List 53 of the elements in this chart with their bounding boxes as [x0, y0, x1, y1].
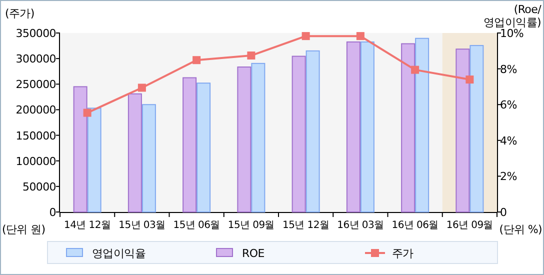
point	[466, 76, 474, 84]
bar	[346, 41, 360, 212]
y-tick-label: 300000	[16, 52, 56, 66]
point	[411, 66, 420, 74]
bar	[73, 86, 88, 212]
legend-label: ROE	[242, 247, 265, 260]
text: (단위 원)	[2, 223, 46, 236]
bar	[196, 82, 211, 212]
y-tick-label: 200000	[16, 104, 56, 117]
bar	[360, 41, 374, 212]
point	[302, 32, 310, 40]
y2-tick-label: 4%	[500, 134, 517, 148]
y-tick-label: 50000	[22, 180, 56, 194]
y2-tick-label: 6%	[500, 98, 517, 112]
point	[83, 108, 92, 117]
y-tick-label: 250000	[16, 78, 56, 92]
point	[356, 32, 364, 40]
y-tick-label: 150000	[16, 129, 56, 142]
x-tick-label: 16년 09월	[446, 220, 493, 231]
y2-tick-label: 2%	[500, 170, 517, 184]
y2-axis-title: (Roe/ 영업이익률)	[484, 3, 542, 29]
bar	[415, 38, 430, 212]
bar	[142, 104, 156, 212]
point	[247, 52, 256, 60]
x-tick-label: 15년 03월	[118, 220, 166, 231]
x-tick-label: 15년 12월	[282, 220, 330, 231]
legend-label: 영업이익율	[92, 247, 146, 260]
bar	[87, 108, 102, 212]
x-tick-label: 15년 09월	[228, 220, 274, 231]
point	[192, 56, 201, 64]
y-tick-label: 100000	[16, 154, 56, 168]
legend-label: 주가	[392, 247, 414, 260]
y2-tick-label: 8%	[500, 62, 517, 76]
bar	[456, 48, 470, 212]
bar	[306, 50, 320, 212]
y2-tick-label: 10%	[500, 27, 524, 40]
bar	[182, 77, 197, 212]
y-axis-title: (주가)	[5, 7, 34, 20]
bar	[251, 62, 266, 212]
bar	[470, 45, 484, 212]
x-tick-label: 16년 06월	[392, 220, 438, 231]
bar	[128, 93, 142, 212]
y-tick-label: 350000	[16, 27, 56, 40]
x-tick-label: 15년 06월	[173, 220, 220, 231]
bar	[401, 43, 416, 212]
point	[138, 84, 146, 92]
bar	[237, 66, 252, 212]
text: (단위 %)	[499, 223, 542, 236]
y2-tick-label: 0	[500, 206, 507, 219]
x-tick-label: 16년 03월	[337, 220, 384, 231]
bar	[292, 56, 306, 212]
x-tick-label: 14년 12월	[64, 220, 111, 231]
y-tick-label: 0	[49, 206, 56, 219]
